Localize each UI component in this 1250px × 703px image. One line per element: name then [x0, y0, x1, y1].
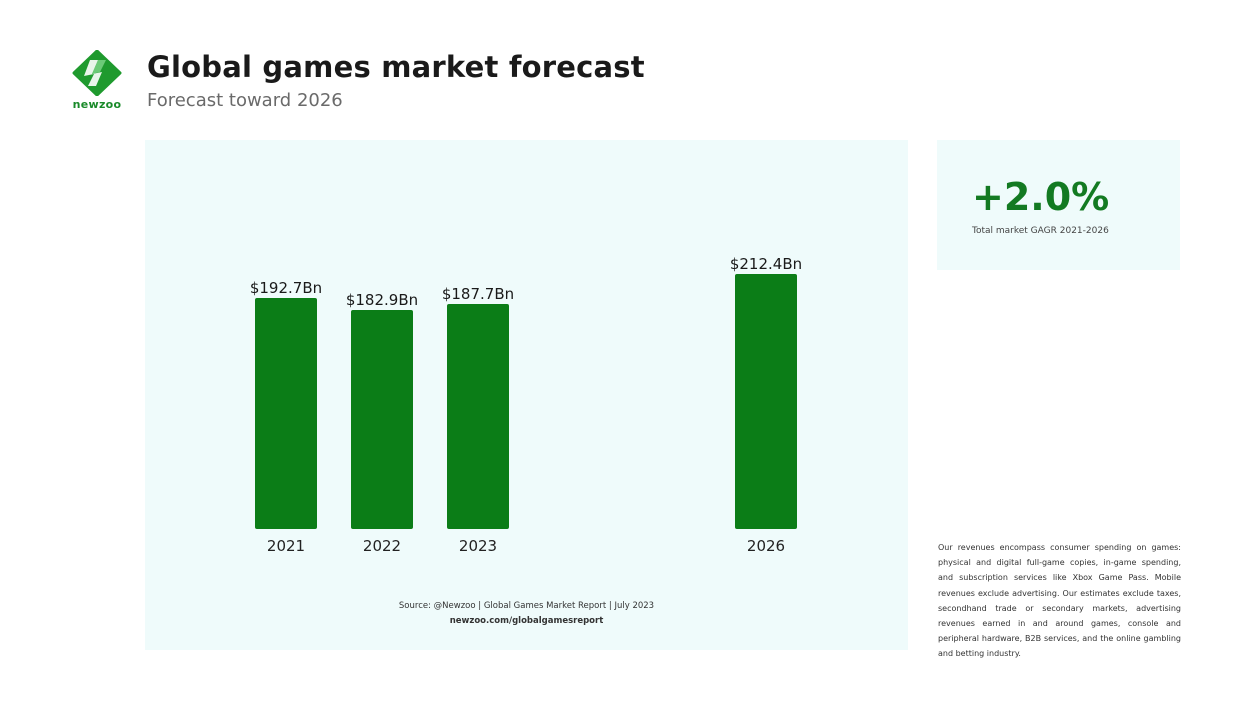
x-tick-label: 2023: [458, 537, 498, 555]
gagr-value: +2.0%: [972, 175, 1110, 219]
bar-2022: [351, 310, 413, 529]
page-subtitle: Forecast toward 2026: [147, 90, 343, 111]
bar-2026: [735, 274, 797, 529]
methodology-note: Our revenues encompass consumer spending…: [938, 543, 1181, 659]
page-title: Global games market forecast: [147, 50, 645, 84]
x-tick-label: 2026: [746, 537, 786, 555]
bar-value-label: $192.7Bn: [249, 279, 323, 297]
source-line: Source: @Newzoo | Global Games Market Re…: [398, 601, 655, 611]
x-tick-label: 2021: [266, 537, 306, 555]
chart-panel: $192.7Bn 2021 $182.9Bn 2022 $187.7Bn 202…: [145, 140, 908, 650]
logo-text: newzoo: [72, 98, 122, 111]
bar-value-label: $182.9Bn: [345, 291, 419, 309]
bar-2023: [447, 304, 509, 529]
source-url: newzoo.com/globalgamesreport: [449, 616, 604, 626]
bar-value-label: $212.4Bn: [729, 255, 803, 273]
bar-2021: [255, 298, 317, 529]
gagr-label: Total market GAGR 2021-2026: [972, 226, 1109, 236]
newzoo-logo-icon: [72, 50, 122, 96]
gagr-callout: +2.0% Total market GAGR 2021-2026: [937, 140, 1180, 270]
x-tick-label: 2022: [362, 537, 402, 555]
bar-value-label: $187.7Bn: [441, 285, 515, 303]
newzoo-logo: newzoo: [68, 50, 126, 114]
